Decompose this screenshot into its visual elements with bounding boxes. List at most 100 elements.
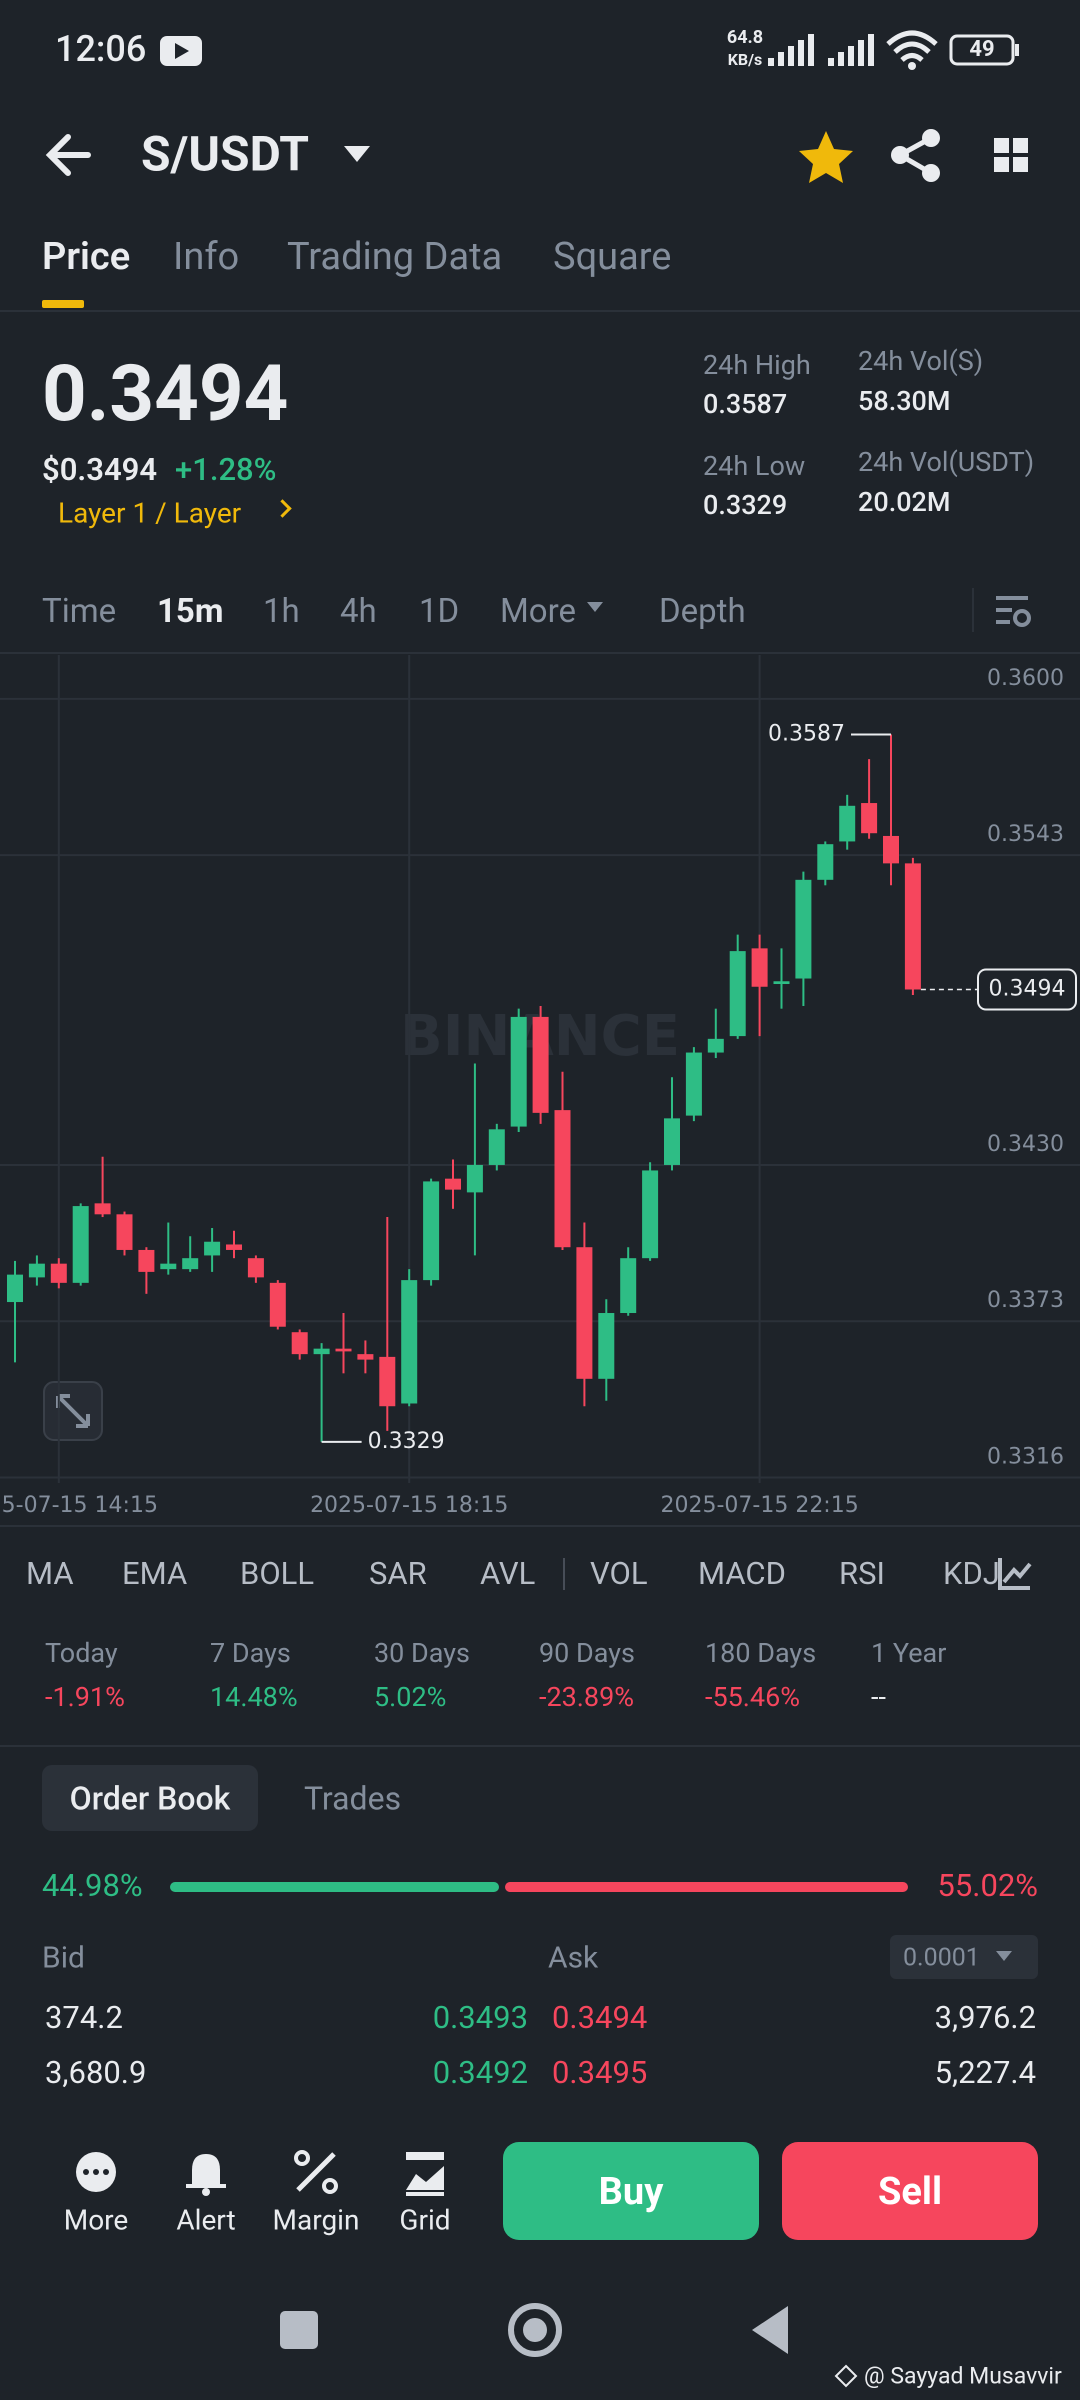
indicator[interactable]: AVL bbox=[480, 1554, 536, 1592]
indicator[interactable]: BOLL bbox=[240, 1554, 315, 1592]
candle-body bbox=[335, 1348, 352, 1352]
header-icons[interactable] bbox=[0, 110, 1080, 200]
candle-body bbox=[182, 1258, 199, 1270]
precision-box[interactable] bbox=[890, 1935, 1038, 1979]
sell-button[interactable] bbox=[782, 2142, 1038, 2240]
candle-body bbox=[423, 1181, 440, 1281]
divider bbox=[0, 310, 1080, 312]
stat-label: 24h High bbox=[703, 349, 811, 382]
action-label[interactable]: Grid bbox=[399, 2203, 451, 2237]
candle-body bbox=[795, 879, 812, 979]
candle-body bbox=[839, 805, 856, 842]
indicator[interactable]: RSI bbox=[839, 1554, 885, 1592]
action-icons[interactable] bbox=[0, 2140, 500, 2210]
perf-label: 90 Days bbox=[539, 1637, 635, 1670]
candle-body bbox=[576, 1247, 593, 1379]
candle-body bbox=[357, 1354, 374, 1360]
sell-label[interactable]: Sell bbox=[877, 2170, 943, 2215]
ask-head: Ask bbox=[548, 1940, 599, 1976]
indicator[interactable]: MACD bbox=[698, 1554, 786, 1592]
net-unit: KB/s bbox=[727, 50, 763, 70]
indicator-icons[interactable] bbox=[0, 1550, 1080, 1600]
ob-tab[interactable]: Trades bbox=[304, 1779, 402, 1818]
perf-value: -55.46% bbox=[705, 1681, 801, 1714]
candlestick-chart: BINANCE0.36000.35430.34300.33730.3316202… bbox=[0, 655, 1080, 1518]
candle-body bbox=[313, 1348, 330, 1355]
interval[interactable]: 15m bbox=[157, 591, 224, 631]
dropdown-arrow bbox=[996, 1951, 1012, 1961]
interval[interactable]: More bbox=[500, 591, 577, 631]
indicator[interactable]: KDJ bbox=[943, 1554, 1000, 1592]
candle-body bbox=[226, 1244, 242, 1250]
candle-body bbox=[291, 1332, 308, 1355]
last-price: 0.3494 bbox=[42, 349, 289, 441]
stat-label: 24h Vol(USDT) bbox=[858, 446, 1035, 479]
ob-cell: 3,680.9 bbox=[45, 2053, 147, 2091]
indicator[interactable]: VOL bbox=[590, 1554, 648, 1592]
y-tick-label: 0.3600 bbox=[987, 666, 1064, 691]
action-label[interactable]: More bbox=[63, 2203, 129, 2237]
candle-body bbox=[773, 981, 790, 985]
candle-body bbox=[685, 1052, 702, 1116]
perf-label: Today bbox=[45, 1637, 118, 1670]
bid-head: Bid bbox=[42, 1940, 85, 1976]
indicator[interactable]: MA bbox=[26, 1554, 74, 1592]
interval[interactable]: Depth bbox=[659, 591, 746, 631]
bid-bar bbox=[170, 1882, 500, 1892]
chevron bbox=[273, 499, 292, 518]
perf-label: 7 Days bbox=[210, 1637, 291, 1670]
low-label: 0.3329 bbox=[368, 1429, 445, 1454]
action-label[interactable]: Margin bbox=[272, 2203, 360, 2237]
candle-body bbox=[94, 1203, 111, 1215]
indicator[interactable]: SAR bbox=[369, 1554, 427, 1592]
candle-body bbox=[50, 1263, 67, 1283]
candle-body bbox=[598, 1313, 615, 1379]
ask-bar bbox=[505, 1882, 908, 1892]
tag[interactable]: Layer 1 / Layer bbox=[58, 496, 242, 530]
ob-cell: 5,227.4 bbox=[934, 2053, 1036, 2091]
ob-cell: 0.3494 bbox=[552, 1998, 648, 2036]
pair[interactable]: S/USDT bbox=[141, 125, 309, 183]
buy-label[interactable]: Buy bbox=[598, 2170, 664, 2215]
candle-body bbox=[466, 1164, 483, 1193]
high-label: 0.3587 bbox=[768, 722, 845, 747]
candle-body bbox=[642, 1170, 659, 1259]
candle-body bbox=[401, 1280, 418, 1404]
current-price-label: 0.3494 bbox=[989, 976, 1066, 1001]
candle-body bbox=[488, 1129, 505, 1165]
indicator[interactable]: EMA bbox=[122, 1554, 188, 1592]
interval[interactable]: 1D bbox=[419, 591, 460, 631]
perf-value: -- bbox=[871, 1681, 886, 1714]
perf-label: 1 Year bbox=[871, 1637, 947, 1670]
ob-cell: 0.3493 bbox=[432, 1998, 528, 2036]
tab[interactable]: Price bbox=[42, 235, 131, 280]
candle-body bbox=[664, 1118, 680, 1165]
divider bbox=[0, 652, 1080, 654]
x-tick-label: 2025-07-15 18:15 bbox=[310, 1493, 508, 1518]
nav-bar[interactable] bbox=[0, 2290, 1080, 2400]
ask-pct: 55.02% bbox=[937, 1866, 1038, 1904]
candle-body bbox=[72, 1206, 89, 1283]
candle-body bbox=[707, 1038, 724, 1053]
action-label[interactable]: Alert bbox=[176, 2203, 236, 2237]
ob-tab[interactable]: Order Book bbox=[69, 1779, 231, 1818]
interval[interactable]: 4h bbox=[340, 591, 377, 631]
interval[interactable]: 1h bbox=[263, 591, 300, 631]
precision[interactable]: 0.0001 bbox=[903, 1943, 980, 1973]
tab[interactable]: Info bbox=[173, 235, 240, 280]
credit: @ Sayyad Musavvir bbox=[864, 2362, 1062, 2390]
candle-body bbox=[160, 1263, 177, 1270]
tab[interactable]: Square bbox=[553, 235, 672, 280]
ob-cell: 0.3495 bbox=[552, 2053, 648, 2091]
ob-cell: 374.2 bbox=[45, 1998, 123, 2036]
interval[interactable]: Time bbox=[42, 591, 117, 631]
candle-body bbox=[620, 1258, 637, 1314]
interval-icons[interactable] bbox=[0, 580, 1080, 640]
battery: 49 bbox=[969, 36, 995, 62]
stat-value: 58.30M bbox=[858, 385, 951, 418]
stat-value: 20.02M bbox=[858, 486, 951, 519]
tab[interactable]: Trading Data bbox=[287, 235, 503, 280]
stat-value: 0.3329 bbox=[703, 489, 788, 522]
buy-button[interactable] bbox=[503, 2142, 759, 2240]
candle-body bbox=[247, 1258, 264, 1278]
